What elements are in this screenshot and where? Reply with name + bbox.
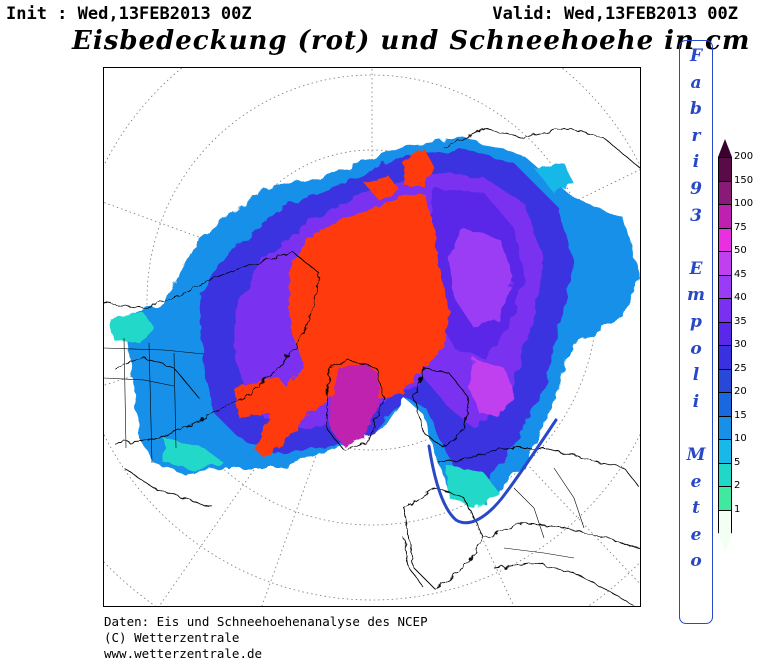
legend-label: 25 [734,362,747,374]
website-line: www.wetterzentrale.de [104,646,263,661]
legend-swatch [718,157,732,182]
signature-letter: o [690,338,702,359]
greenland-snow [329,363,379,446]
polar-snow-ice-map [103,67,641,607]
legend-swatch [718,180,732,205]
signature-letter: a [690,72,702,93]
legend-label: 5 [734,456,741,468]
signature-letter: l [692,365,700,386]
signature-letter: 3 [690,205,702,226]
legend-swatch [718,486,732,511]
signature-letter: i [692,152,700,173]
legend-bottom-triangle [718,533,732,553]
signature-letter: o [690,551,702,572]
legend-swatch [718,345,732,370]
political-borders [104,337,585,559]
legend-label: 15 [734,409,747,421]
legend-swatch [718,227,732,252]
copyright-line: (C) Wetterzentrale [104,630,240,645]
legend-swatch [718,368,732,393]
legend-label: 45 [734,268,747,280]
annotation-curve [427,418,558,525]
map-title: Eisbedeckung (rot) und Schneehoehe in cm [72,26,751,56]
legend-swatch [718,415,732,440]
legend-top-triangle [718,139,732,157]
legend-label: 75 [734,221,747,233]
signature-letter: e [690,524,702,545]
legend-label: 40 [734,292,747,303]
legend-label: 100 [734,198,754,209]
legend-swatch [718,298,732,323]
legend-label: 50 [734,245,747,256]
legend-label: 30 [734,339,747,350]
legend-label: 150 [734,174,754,186]
legend-label: 1 [734,503,741,515]
data-source-line: Daten: Eis und Schneehoehenanalyse des N… [104,614,428,629]
signature-letter: M [686,444,706,465]
sea-ice [234,148,449,458]
signature-letter: b [690,99,702,120]
footer-credits: Daten: Eis und Schneehoehenanalyse des N… [104,614,428,662]
init-time: Init : Wed,13FEB2013 00Z [6,4,252,24]
legend-swatch [718,462,732,487]
legend-label: 200 [734,151,754,162]
signature-letter: p [690,311,702,332]
signature-letter: r [691,125,701,146]
legend-label: 20 [734,386,747,397]
valid-time: Valid: Wed,13FEB2013 00Z [492,4,738,24]
legend-label: 35 [734,315,747,327]
signature-letter: t [692,498,700,519]
coastlines [104,127,640,606]
legend-swatch [718,321,732,346]
legend-swatch [718,439,732,464]
signature-letter: 9 [690,178,702,199]
signature-letter: E [689,258,703,279]
legend-swatch [718,251,732,276]
signature-letter: m [687,285,705,306]
signature-letter [680,415,712,442]
snow-depth-legend: 200 150 100 75 50 45 40 35 30 25 20 15 10 5 2 1 [712,135,764,553]
legend-label: 2 [734,480,741,491]
legend-label: 10 [734,433,747,444]
signature-letter: e [690,471,702,492]
signature-letter [680,229,712,256]
signature-letter: i [692,391,700,412]
legend-swatch [718,392,732,417]
legend-swatch [718,204,732,229]
legend-swatch [718,509,732,534]
legend-swatch [718,274,732,299]
signature-letter: F [689,46,703,66]
